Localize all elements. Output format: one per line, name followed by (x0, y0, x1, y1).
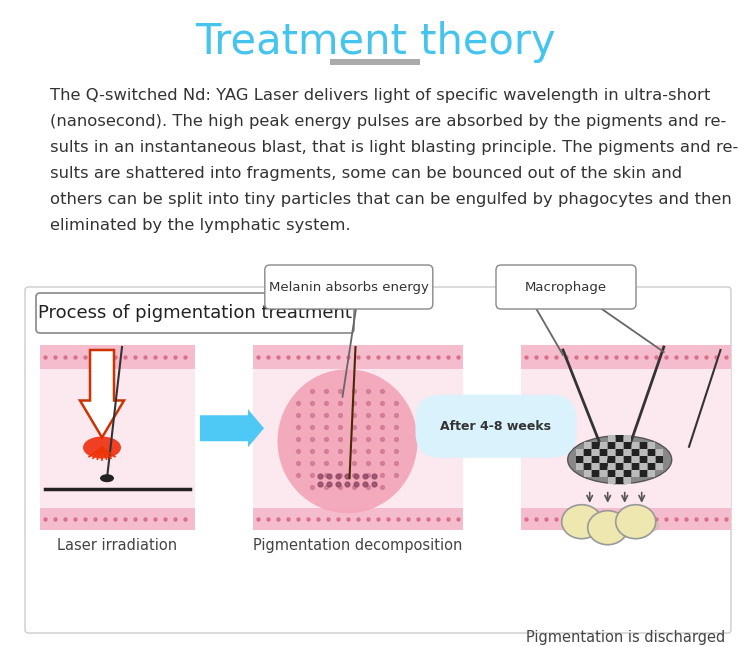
FancyBboxPatch shape (25, 287, 731, 633)
Bar (616, 456, 623, 463)
Bar (600, 470, 608, 477)
Bar (632, 442, 639, 449)
Ellipse shape (588, 510, 628, 545)
Text: others can be split into tiny particles that can be engulfed by phagocytes and t: others can be split into tiny particles … (50, 192, 732, 207)
Bar (624, 449, 632, 456)
Bar (592, 463, 599, 470)
Bar (648, 463, 656, 470)
Bar (253, 508, 463, 530)
Bar (600, 463, 608, 470)
Bar (576, 449, 584, 456)
Bar (616, 470, 623, 477)
Bar (616, 477, 623, 484)
Bar (624, 456, 632, 463)
Polygon shape (80, 350, 124, 437)
FancyArrow shape (467, 410, 533, 447)
Bar (40, 345, 195, 369)
Bar (648, 442, 656, 449)
Bar (648, 449, 656, 456)
Bar (648, 470, 656, 477)
Bar (592, 456, 599, 463)
Text: The Q-switched Nd: YAG Laser delivers light of specific wavelength in ultra-shor: The Q-switched Nd: YAG Laser delivers li… (50, 88, 710, 103)
Text: eliminated by the lymphatic system.: eliminated by the lymphatic system. (50, 218, 350, 233)
Ellipse shape (616, 505, 656, 539)
Ellipse shape (618, 517, 660, 534)
Bar (608, 449, 615, 456)
Bar (624, 442, 632, 449)
Ellipse shape (564, 517, 606, 534)
Text: (nanosecond). The high peak energy pulses are absorbed by the pigments and re-: (nanosecond). The high peak energy pulse… (50, 114, 726, 129)
Bar (640, 463, 647, 470)
Ellipse shape (562, 505, 602, 539)
Bar (616, 463, 623, 470)
FancyBboxPatch shape (36, 293, 354, 333)
Bar (40, 345, 195, 530)
Bar (640, 449, 647, 456)
Text: sults are shattered into fragments, some can be bounced out of the skin and: sults are shattered into fragments, some… (50, 166, 682, 181)
Bar (608, 470, 615, 477)
Text: Treatment theory: Treatment theory (195, 21, 555, 63)
Text: Pigmentation is discharged: Pigmentation is discharged (526, 630, 725, 645)
Text: Laser irradiation: Laser irradiation (58, 538, 178, 553)
Bar (600, 442, 608, 449)
Text: After 4-8 weeks: After 4-8 weeks (440, 420, 551, 433)
Ellipse shape (83, 437, 121, 459)
Bar (40, 508, 195, 530)
Bar (648, 456, 656, 463)
Text: sults in an instantaneous blast, that is light blasting principle. The pigments : sults in an instantaneous blast, that is… (50, 140, 738, 155)
Bar (576, 463, 584, 470)
Bar (253, 345, 463, 369)
Bar (616, 435, 623, 442)
FancyArrow shape (200, 410, 264, 447)
Bar (632, 463, 639, 470)
Bar (632, 470, 639, 477)
Bar (330, 59, 420, 65)
Bar (608, 435, 615, 442)
Bar (656, 449, 663, 456)
Bar (584, 463, 591, 470)
Text: Process of pigmentation treatment: Process of pigmentation treatment (38, 304, 352, 322)
Bar (656, 463, 663, 470)
FancyBboxPatch shape (265, 265, 433, 309)
Bar (600, 449, 608, 456)
Bar (521, 345, 731, 369)
Bar (600, 456, 608, 463)
Ellipse shape (568, 435, 672, 484)
Bar (253, 345, 463, 530)
Bar (640, 442, 647, 449)
Bar (608, 456, 615, 463)
Bar (624, 463, 632, 470)
FancyBboxPatch shape (496, 265, 636, 309)
Bar (592, 449, 599, 456)
Bar (616, 442, 623, 449)
Bar (616, 449, 623, 456)
Bar (632, 449, 639, 456)
Text: Pigmentation decomposition: Pigmentation decomposition (254, 538, 463, 553)
Bar (592, 470, 599, 477)
Bar (640, 470, 647, 477)
Bar (624, 477, 632, 484)
Bar (521, 508, 731, 530)
Text: Melanin absorbs energy: Melanin absorbs energy (268, 281, 429, 294)
Bar (584, 449, 591, 456)
Bar (624, 470, 632, 477)
Bar (584, 470, 591, 477)
Bar (521, 345, 731, 530)
Bar (608, 442, 615, 449)
Ellipse shape (100, 474, 114, 482)
Ellipse shape (278, 369, 418, 513)
Bar (608, 463, 615, 470)
Bar (584, 456, 591, 463)
Text: Macrophage: Macrophage (525, 281, 607, 294)
Bar (584, 442, 591, 449)
Bar (632, 456, 639, 463)
Bar (656, 456, 663, 463)
Bar (592, 442, 599, 449)
Bar (576, 456, 584, 463)
Bar (640, 456, 647, 463)
Bar (624, 435, 632, 442)
Ellipse shape (590, 523, 632, 541)
Bar (608, 477, 615, 484)
